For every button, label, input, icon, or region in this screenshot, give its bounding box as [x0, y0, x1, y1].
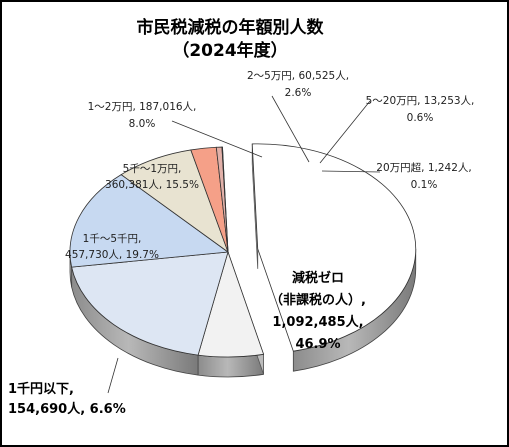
slice-5-1 — [69, 174, 230, 268]
leader-line-1sen — [107, 357, 119, 394]
slice-1-5 — [71, 251, 229, 356]
slice-label-20: 20万円超, 1,242人, 0.1% — [376, 161, 471, 191]
slice-label-2-5: 2～5万円, 60,525人, 2.6% — [247, 70, 349, 99]
slice-label-line: （非課税の人）, — [270, 292, 366, 308]
slice-label-x: 減税ゼロ （非課税の人）, 1,092,485人, 46.9% — [270, 270, 366, 352]
slice-label-line: 1千～5千円, — [83, 233, 142, 245]
slice-x — [251, 143, 417, 352]
slice-label-line: 457,730人, 19.7% — [65, 249, 159, 261]
slice-side-1 — [197, 353, 264, 378]
slice-label-5-1: 5千～1万円, 360,381人, 15.5% — [105, 163, 199, 191]
slice-label-5-20: 5～20万円, 13,253人, 0.6% — [366, 95, 475, 124]
slice-label-line: 1,092,485人, — [272, 314, 363, 330]
chart-subtitle: （2024年度） — [172, 40, 287, 61]
leader-line-1-2man — [171, 120, 263, 158]
slice-label-1: 1千円以下, 154,690人, 6.6% — [8, 381, 126, 417]
slice-label-line: 減税ゼロ — [292, 270, 344, 286]
slice-label-1-2: 1～2万円, 187,016人, 8.0% — [88, 101, 197, 130]
slice-label-1-5: 1千～5千円, 457,730人, 19.7% — [65, 233, 159, 261]
slice-label-line: 1千円以下, — [8, 381, 74, 397]
slice-label-line: 46.9% — [295, 337, 340, 352]
slice-20 — [221, 146, 229, 253]
slice-label-line: 1～2万円, 187,016人, — [88, 101, 197, 113]
chart-title: 市民税減税の年額別人数 — [137, 17, 325, 38]
slice-label-line: 2～5万円, 60,525人, — [247, 70, 349, 82]
slice-labels: 減税ゼロ （非課税の人）, 1,092,485人, 46.9% 1千円以下, 154,69… — [8, 70, 474, 417]
slice-label-line: 154,690人, 6.6% — [8, 401, 126, 417]
leader-line-20man — [321, 170, 381, 173]
slice-label-line: 8.0% — [129, 118, 156, 130]
pie-slices — [69, 143, 417, 378]
slice-label-line: 360,381人, 15.5% — [105, 179, 199, 191]
slice-label-line: 20万円超, 1,242人, — [376, 161, 471, 174]
slice-label-line: 0.6% — [407, 112, 434, 124]
leader-line-5-20man — [319, 100, 371, 164]
slice-label-line: 2.6% — [285, 87, 312, 99]
leader-line-2-5man — [271, 95, 310, 163]
slice-label-line: 0.1% — [411, 179, 438, 191]
slice-label-line: 5～20万円, 13,253人, — [366, 95, 475, 107]
slice-label-line: 5千～1万円, — [123, 163, 182, 175]
